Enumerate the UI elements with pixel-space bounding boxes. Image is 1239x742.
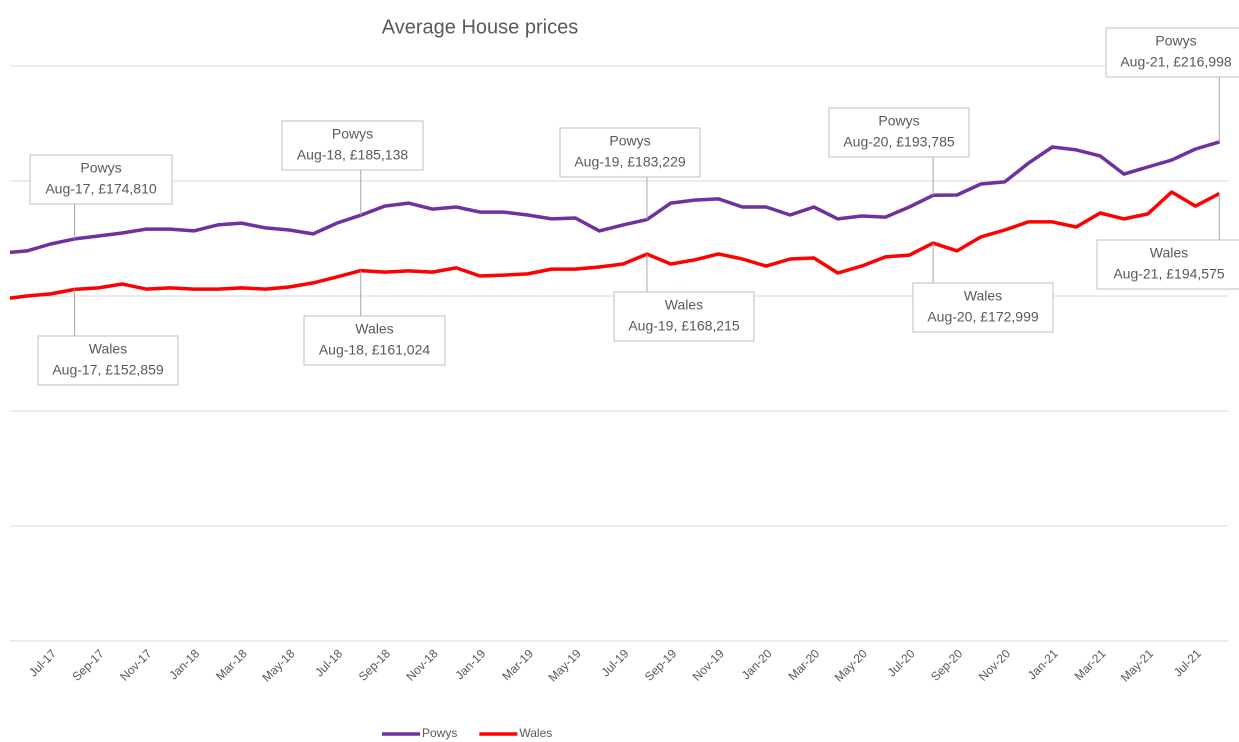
x-tick-label: May-21: [1118, 646, 1156, 684]
annotation-box: [1105, 27, 1239, 78]
annotation-name: Powys: [332, 126, 373, 142]
x-tick-label: Jul-20: [885, 646, 918, 679]
x-tick-label: Sep-18: [356, 646, 393, 683]
x-tick-label: Jan-21: [1025, 646, 1061, 682]
x-tick-label: Jul-19: [598, 646, 631, 679]
x-tick-label: Nov-20: [976, 646, 1013, 683]
annotation-label: Aug-21, £194,575: [1113, 266, 1225, 282]
x-tick-label: Mar-19: [499, 646, 536, 683]
annotation-label: Aug-20, £193,785: [843, 134, 955, 150]
plot-area: [10, 140, 1221, 300]
annotation-label: Aug-17, £174,810: [45, 181, 157, 197]
series-line: [10, 190, 1221, 300]
x-tick-label: Nov-17: [117, 646, 154, 683]
annotation-name: Powys: [1155, 33, 1196, 49]
x-tick-label: May-20: [832, 646, 870, 684]
legend-label: Wales: [519, 726, 552, 740]
x-tick-label: Sep-19: [642, 646, 679, 683]
annotation-label: Aug-18, £161,024: [319, 342, 431, 358]
annotation-label: Aug-19, £183,229: [574, 154, 686, 170]
x-tick-label: May-19: [546, 646, 584, 684]
annotation-box: [37, 335, 179, 386]
annotation-name: Wales: [665, 297, 703, 313]
x-tick-label: Jul-18: [312, 646, 345, 679]
annotation-name: Powys: [80, 160, 121, 176]
annotation-name: Wales: [964, 288, 1002, 304]
annotation-label: Aug-21, £216,998: [1120, 54, 1232, 70]
x-tick-label: Jul-21: [1171, 646, 1204, 679]
annotation-box: [29, 154, 173, 205]
x-tick-label: Jul-17: [26, 646, 59, 679]
x-tick-label: Mar-18: [213, 646, 250, 683]
x-tick-label: May-18: [259, 646, 297, 684]
annotation-label: Aug-19, £168,215: [628, 318, 740, 334]
x-tick-label: Nov-19: [690, 646, 727, 683]
annotation-label: Aug-17, £152,859: [52, 362, 164, 378]
annotation-label: Aug-18, £185,138: [297, 147, 409, 163]
annotation-box: [613, 291, 755, 342]
annotation-name: Wales: [89, 341, 127, 357]
annotation-name: Wales: [355, 321, 393, 337]
legend-label: Powys: [422, 726, 457, 740]
annotation-box: [912, 282, 1054, 333]
annotation-box: [281, 120, 424, 171]
annotation-box: [559, 127, 701, 178]
chart-title: Average House prices: [382, 16, 578, 38]
x-tick-label: Mar-21: [1072, 646, 1109, 683]
x-tick-label: Jan-19: [453, 646, 489, 682]
annotation-name: Powys: [609, 133, 650, 149]
annotation-name: Powys: [878, 113, 919, 129]
annotation-box: [828, 107, 970, 158]
x-tick-label: Sep-20: [928, 646, 965, 683]
annotation-box: [303, 315, 446, 366]
x-tick-label: Jan-20: [739, 646, 775, 682]
x-tick-label: Sep-17: [69, 646, 106, 683]
series-line: [10, 140, 1220, 255]
annotation-box: [1096, 239, 1239, 290]
x-tick-label: Nov-18: [403, 646, 440, 683]
x-tick-label: Jan-18: [166, 646, 202, 682]
x-tick-label: Mar-20: [785, 646, 822, 683]
annotation-name: Wales: [1150, 245, 1188, 261]
annotation-label: Aug-20, £172,999: [927, 309, 1039, 325]
